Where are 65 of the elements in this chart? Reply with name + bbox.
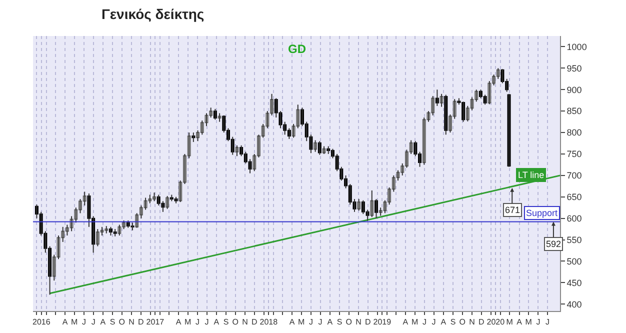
x-tick-label: 2016	[32, 318, 51, 327]
x-tick-label: J	[432, 318, 436, 327]
x-tick-label: N	[469, 318, 476, 327]
x-tick-label: S	[110, 318, 116, 327]
x-tick-label: D	[138, 318, 144, 327]
series-label: LT line	[518, 170, 544, 180]
x-tick-label: N	[356, 318, 362, 327]
annotation: 592	[546, 239, 562, 249]
y-tick-label: 550	[566, 234, 582, 245]
x-tick-label: D	[251, 318, 258, 327]
y-tick-label: 650	[566, 192, 582, 202]
y-tick-label: 700	[566, 170, 582, 181]
y-tick-label: 900	[566, 84, 582, 95]
y-tick-label: 950	[566, 63, 582, 74]
ref-line-label: Support	[526, 208, 558, 218]
x-tick-label: J	[536, 318, 540, 327]
chart-title: Γενικός δείκτης	[102, 6, 204, 22]
y-tick-label: 1000	[566, 42, 587, 52]
x-tick-label: 2020	[486, 318, 506, 327]
x-tick-label: M	[71, 318, 78, 327]
x-tick-label: O	[459, 318, 466, 327]
x-tick-label: D	[478, 318, 484, 327]
x-tick-label: J	[204, 318, 209, 327]
x-tick-label: O	[232, 318, 239, 327]
x-tick-label: S	[336, 318, 342, 327]
y-tick-label: 800	[566, 128, 582, 138]
x-tick-label: M	[525, 318, 532, 327]
x-tick-label: A	[176, 318, 182, 327]
x-tick-label: M	[411, 318, 418, 327]
x-tick-label: A	[289, 318, 296, 327]
y-tick-label: 600	[566, 213, 582, 224]
x-tick-label: O	[346, 318, 352, 327]
x-tick-label: J	[82, 318, 86, 327]
x-tick-label: N	[242, 318, 248, 327]
y-tick-label: 500	[566, 256, 582, 266]
x-tick-label: S	[223, 318, 229, 327]
x-tick-label: J	[318, 318, 322, 327]
x-tick-label: 2018	[260, 318, 278, 327]
text: GD	[288, 42, 306, 56]
x-tick-label: M	[184, 318, 192, 327]
x-tick-label: J	[546, 318, 550, 327]
x-tick-label: J	[422, 318, 426, 327]
x-tick-label: O	[118, 318, 126, 327]
x-tick-label: M	[298, 318, 305, 327]
x-tick-label: J	[91, 318, 96, 327]
y-tick-label: 750	[566, 149, 582, 160]
x-tick-label: A	[214, 318, 220, 327]
x-tick-label: 2017	[146, 318, 165, 327]
x-tick-label: A	[62, 318, 68, 327]
x-tick-label: A	[100, 318, 106, 327]
x-tick-label: A	[440, 318, 447, 327]
x-tick-label: S	[450, 318, 456, 327]
x-tick-label: N	[128, 318, 135, 327]
x-tick-label: J	[308, 318, 313, 327]
y-tick-label: 400	[566, 299, 582, 310]
x-tick-label: J	[195, 318, 200, 327]
y-tick-label: 450	[566, 278, 582, 288]
annotation: 671	[505, 205, 520, 215]
y-tick-label: 850	[566, 106, 582, 116]
x-tick-label: A	[402, 318, 409, 327]
x-tick-label: M	[506, 318, 514, 327]
x-tick-label: A	[516, 318, 523, 327]
x-tick-label: D	[364, 318, 371, 327]
x-tick-label: 2019	[373, 318, 392, 327]
x-tick-label: A	[327, 318, 334, 327]
